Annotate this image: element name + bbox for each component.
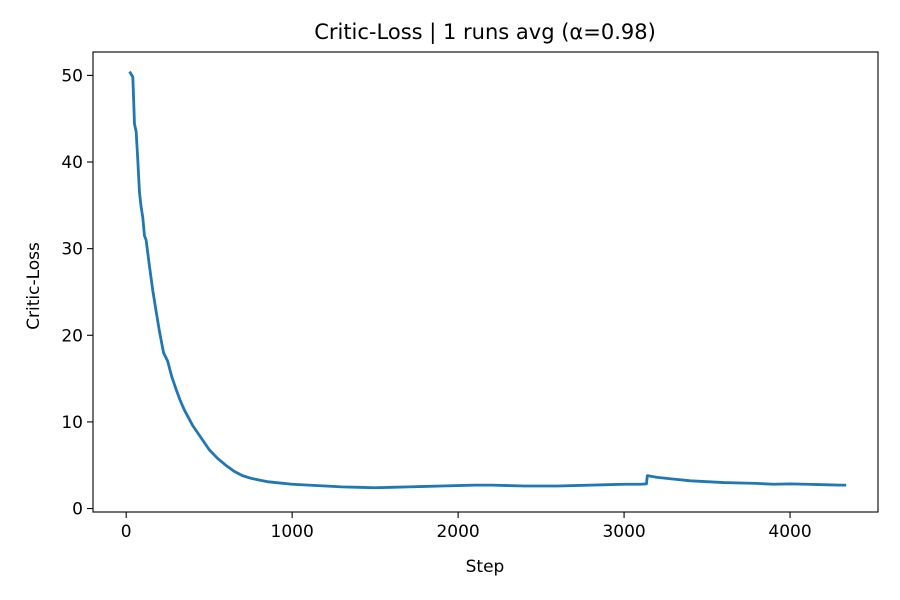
y-tick-label-30: 30 <box>61 240 83 260</box>
y-axis-label: Critic-Loss <box>24 242 44 330</box>
plot-area: 0 1000 2000 3000 4000 0 10 20 30 40 50 <box>61 51 879 542</box>
x-tick-label-3000: 3000 <box>602 522 645 542</box>
y-tick-label-40: 40 <box>61 153 83 173</box>
series-line-0 <box>128 70 847 490</box>
y-tick-label-50: 50 <box>61 66 83 86</box>
x-tick-label-1000: 1000 <box>271 522 314 542</box>
y-tick-label-10: 10 <box>61 413 83 433</box>
y-tick-label-20: 20 <box>61 326 83 346</box>
x-axis-label: Step <box>466 557 505 577</box>
y-tick-label-0: 0 <box>72 500 83 520</box>
x-tick-label-2000: 2000 <box>436 522 479 542</box>
x-tick-label-0: 0 <box>121 522 132 542</box>
x-tick-label-4000: 4000 <box>768 522 811 542</box>
plot-frame <box>92 51 879 513</box>
chart-title: Critic-Loss | 1 runs avg (α=0.98) <box>314 20 656 45</box>
